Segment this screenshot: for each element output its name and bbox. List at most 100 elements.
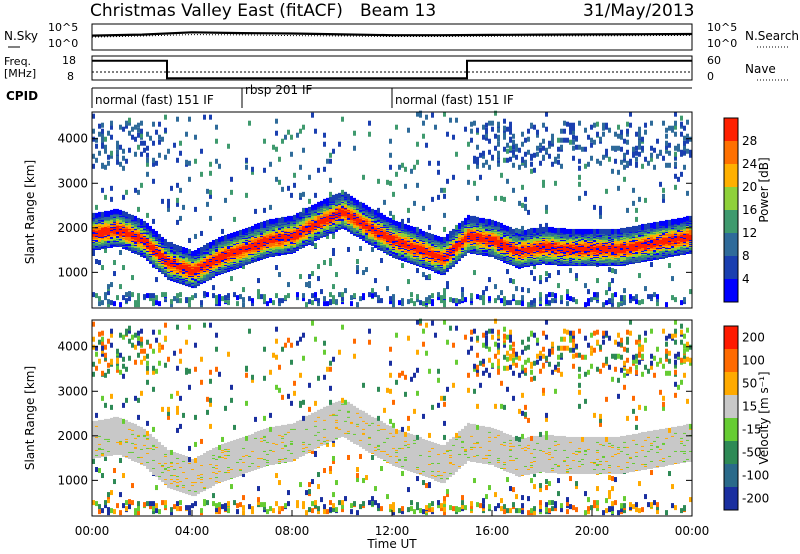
power-cell [293,214,296,220]
power-cell [299,164,302,170]
power-cell [275,176,278,182]
power-cell [257,222,260,228]
power-cell [197,247,200,253]
power-cell [152,161,155,167]
power-cell [101,187,104,193]
power-cell [101,140,104,146]
power-cell [119,144,122,150]
power-cell [95,204,98,210]
power-cell [230,232,233,238]
power-cell [95,259,98,265]
power-cell [221,296,224,302]
power-cell [431,196,434,202]
power-cell [407,207,410,213]
power-cell [425,114,428,120]
power-cell [281,186,284,192]
power-cell [326,233,329,239]
power-cell [104,144,107,150]
power-cell [194,249,197,255]
power-cell [146,171,149,177]
power-cell [332,250,335,256]
power-cell [392,294,395,300]
power-cell [377,295,380,301]
power-cell [254,208,257,214]
power-cell [479,217,482,223]
power-cell [92,113,95,119]
power-cell [125,292,128,298]
power-cell [218,163,221,169]
power-cell [128,147,131,153]
noise-line-search [91,34,693,38]
power-cell [440,236,443,242]
power-cell [146,145,149,151]
power-cell [386,286,389,292]
power-cell [110,124,113,130]
power-cell [185,297,188,303]
power-cell [332,233,335,239]
power-cell [92,128,95,134]
power-cell [356,302,359,308]
power-cell [206,242,209,248]
power-cell [431,293,434,299]
power-cell [134,300,137,306]
power-cell [161,136,164,142]
power-cell [263,138,266,144]
power-cell [317,276,320,282]
power-cell [170,302,173,308]
power-cell [428,299,431,305]
noise-left-tick-bottom: 10^0 [48,37,78,50]
power-cell [392,191,395,197]
power-cell [323,260,326,266]
power-cell [440,187,443,193]
power-cell [377,298,380,304]
power-cell [290,215,293,221]
power-cell [422,133,425,139]
power-cell [455,298,458,304]
power-cell [206,188,209,194]
power-cell [431,233,434,239]
power-cell [296,292,299,298]
power-cell [260,294,263,300]
power-cell [134,187,137,193]
power-cell [131,275,134,281]
power-cell [230,176,233,182]
power-cell [107,210,110,216]
power-cell [440,298,443,304]
power-cell [446,281,449,287]
power-cell [101,128,104,134]
power-cell [323,166,326,172]
power-cell [428,224,431,230]
power-cell [287,282,290,288]
power-cell [443,299,446,305]
power-cell [104,292,107,298]
power-cell [107,299,110,305]
power-cell [437,194,440,200]
power-cell [437,160,440,166]
power-cell [404,223,407,229]
power-cell [203,291,206,297]
power-cell [104,194,107,200]
power-cell [404,166,407,172]
power-cell [467,179,470,185]
power-cell [263,167,266,173]
power-cell [251,298,254,304]
power-cell [317,264,320,270]
power-cell [368,131,371,137]
beam-title: Beam 13 [360,1,436,21]
power-cell [356,259,359,265]
power-cell [158,152,161,158]
power-cell [470,296,473,302]
power-cell [362,202,365,208]
power-cell [443,236,446,242]
power-cell [158,121,161,127]
power-cell [200,300,203,306]
power-cell [353,145,356,151]
power-cell [107,160,110,166]
power-cell [254,223,257,229]
power-cell [332,299,335,305]
power-cell [287,215,290,221]
power-cell [98,260,101,266]
power-cell [308,281,311,287]
power-cell [356,199,359,205]
power-cell [155,277,158,283]
